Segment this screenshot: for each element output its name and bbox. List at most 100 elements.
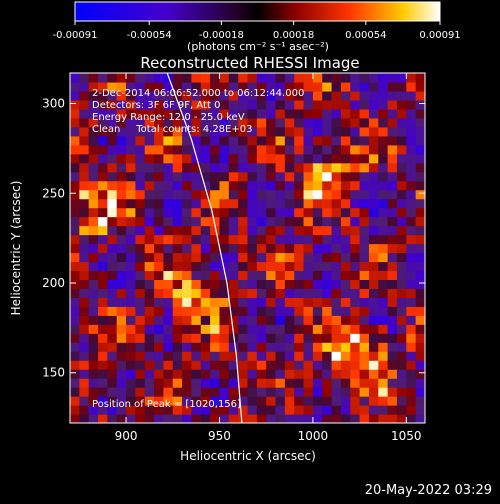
heatmap-cell bbox=[406, 387, 417, 397]
heatmap-cell bbox=[107, 324, 118, 334]
x-tick-label: 950 bbox=[208, 429, 231, 443]
heatmap-cell bbox=[70, 351, 80, 361]
heatmap-cell bbox=[303, 90, 314, 101]
heatmap-cell bbox=[182, 198, 193, 209]
heatmap-cell bbox=[116, 252, 127, 263]
heatmap-cell bbox=[406, 99, 417, 110]
heatmap-cell bbox=[350, 405, 361, 415]
heatmap-cell bbox=[294, 99, 305, 110]
heatmap-cell bbox=[98, 342, 108, 352]
heatmap-cell bbox=[368, 117, 379, 128]
heatmap-cell bbox=[107, 342, 118, 352]
heatmap-cell bbox=[247, 315, 258, 325]
heatmap-cell bbox=[415, 297, 425, 307]
heatmap-cell bbox=[350, 270, 361, 281]
heatmap-cell bbox=[70, 252, 80, 263]
heatmap-cell bbox=[135, 216, 146, 227]
heatmap-cell bbox=[135, 99, 146, 110]
heatmap-cell bbox=[228, 288, 239, 298]
heatmap-cell bbox=[378, 171, 389, 182]
heatmap-cell bbox=[79, 369, 90, 379]
heatmap-cell bbox=[312, 180, 323, 191]
colorbar-tick-label: -0.00018 bbox=[199, 30, 244, 41]
heatmap-cell bbox=[350, 333, 361, 343]
heatmap-cell bbox=[396, 180, 407, 191]
heatmap-cell bbox=[294, 198, 305, 209]
heatmap-cell bbox=[135, 333, 146, 343]
heatmap-cell bbox=[322, 90, 333, 101]
heatmap-cell bbox=[284, 162, 295, 173]
heatmap-cell bbox=[406, 171, 417, 182]
heatmap-cell bbox=[368, 351, 379, 361]
heatmap-cell bbox=[88, 297, 99, 307]
heatmap-cell bbox=[79, 378, 90, 388]
heatmap-cell bbox=[144, 378, 155, 388]
heatmap-cell bbox=[79, 144, 90, 155]
heatmap-cell bbox=[163, 207, 174, 218]
heatmap-cell bbox=[154, 369, 165, 379]
heatmap-cell bbox=[116, 243, 127, 254]
heatmap-cell bbox=[331, 378, 342, 388]
heatmap-cell bbox=[275, 189, 286, 200]
heatmap-cell bbox=[359, 144, 370, 155]
heatmap-cell bbox=[70, 360, 80, 370]
heatmap-cell bbox=[275, 261, 286, 272]
heatmap-cell bbox=[312, 162, 323, 173]
heatmap-cell bbox=[294, 360, 305, 370]
heatmap-cell bbox=[247, 198, 258, 209]
heatmap-cell bbox=[182, 126, 193, 137]
heatmap-cell bbox=[275, 360, 286, 370]
heatmap-cell bbox=[70, 270, 80, 281]
heatmap-cell bbox=[406, 297, 417, 307]
heatmap-cell bbox=[387, 369, 398, 379]
heatmap-cell bbox=[144, 261, 155, 272]
heatmap-cell bbox=[303, 387, 314, 397]
heatmap-cell bbox=[238, 90, 249, 101]
heatmap-cell bbox=[191, 189, 202, 200]
heatmap-cell bbox=[396, 144, 407, 155]
heatmap-cell bbox=[210, 324, 221, 334]
heatmap-cell bbox=[116, 405, 127, 415]
heatmap-cell bbox=[116, 207, 127, 218]
heatmap-cell bbox=[275, 117, 286, 128]
heatmap-cell bbox=[88, 333, 99, 343]
heatmap-cell bbox=[126, 324, 136, 334]
heatmap-cell bbox=[303, 234, 314, 245]
heatmap-cell bbox=[415, 171, 425, 182]
heatmap-cell bbox=[256, 351, 267, 361]
heatmap-cell bbox=[256, 171, 267, 182]
heatmap-cell bbox=[144, 126, 155, 137]
heatmap-cell bbox=[116, 297, 127, 307]
heatmap-cell bbox=[228, 171, 239, 182]
heatmap-cell bbox=[182, 378, 193, 388]
heatmap-cell bbox=[312, 324, 323, 334]
heatmap-cell bbox=[210, 180, 221, 191]
heatmap-cell bbox=[70, 405, 80, 415]
heatmap-cell bbox=[154, 189, 165, 200]
heatmap-cell bbox=[406, 153, 417, 164]
heatmap-cell bbox=[284, 297, 295, 307]
heatmap-cell bbox=[275, 378, 286, 388]
heatmap-cell bbox=[98, 306, 108, 316]
heatmap-cell bbox=[172, 297, 183, 307]
heatmap-cell bbox=[98, 216, 108, 227]
heatmap-cell bbox=[107, 171, 118, 182]
heatmap-cell bbox=[135, 351, 146, 361]
heatmap-cell bbox=[172, 81, 183, 92]
heatmap-cell bbox=[275, 153, 286, 164]
heatmap-cell bbox=[256, 225, 267, 236]
heatmap-cell bbox=[200, 414, 211, 423]
heatmap-cell bbox=[396, 315, 407, 325]
heatmap-cell bbox=[284, 306, 295, 316]
heatmap-cell bbox=[228, 108, 239, 119]
heatmap-cell bbox=[284, 117, 295, 128]
heatmap-cell bbox=[322, 369, 333, 379]
heatmap-cell bbox=[284, 243, 295, 254]
heatmap-cell bbox=[182, 153, 193, 164]
heatmap-cell bbox=[70, 396, 80, 406]
heatmap-cell bbox=[182, 234, 193, 245]
heatmap-cell bbox=[294, 135, 305, 146]
heatmap-cell bbox=[275, 135, 286, 146]
heatmap-cell bbox=[378, 108, 389, 119]
heatmap-cell bbox=[88, 216, 99, 227]
